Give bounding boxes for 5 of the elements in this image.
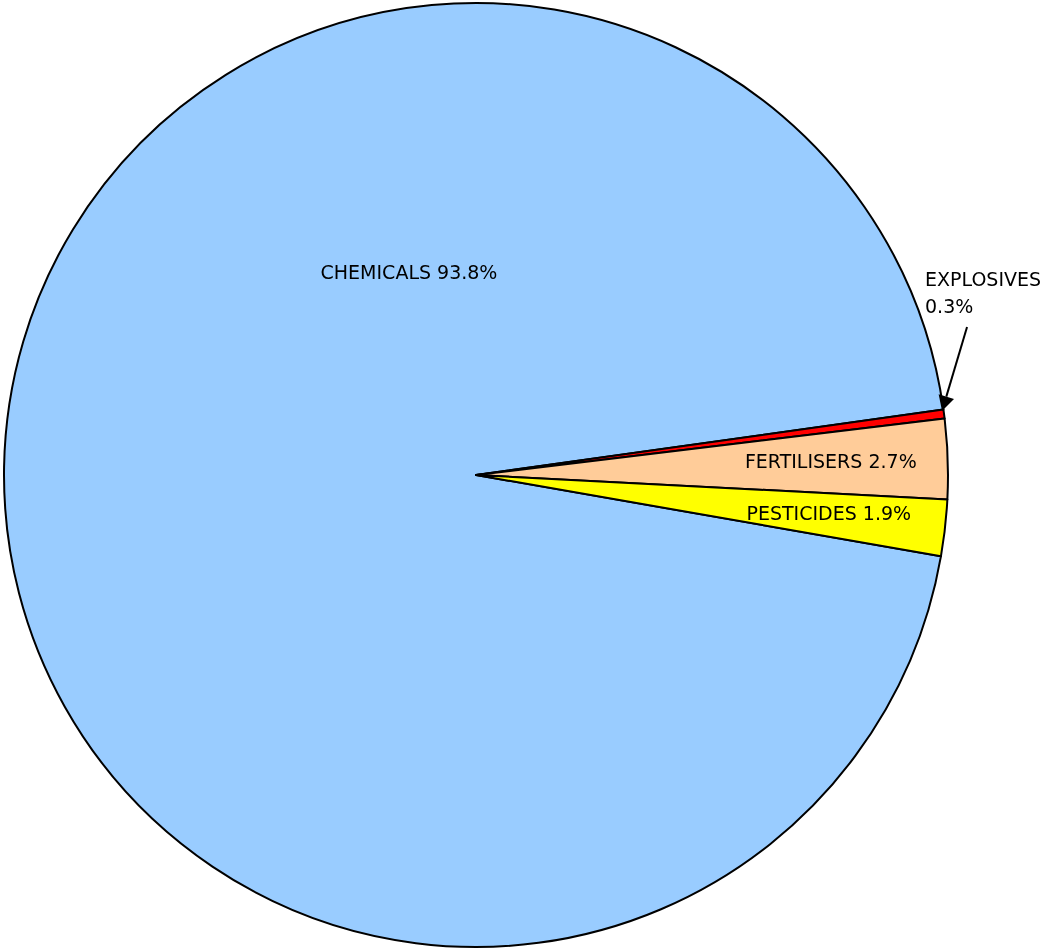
slice-label: PESTICIDES 1.9% <box>746 502 912 525</box>
slice-label: FERTILISERS 2.7% <box>744 450 917 473</box>
data-label: 0.3% <box>925 294 974 317</box>
slice-label: CHEMICALS 93.8% <box>320 260 498 283</box>
slice-label: EXPLOSIVES <box>925 267 1042 290</box>
